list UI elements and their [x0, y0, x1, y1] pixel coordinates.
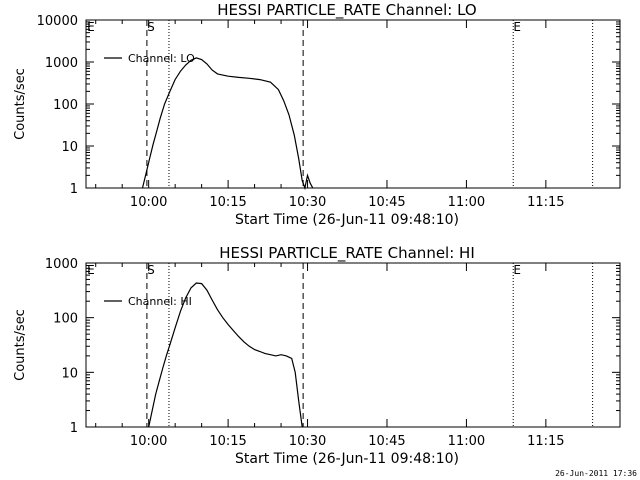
event-marker-label: S — [147, 20, 155, 34]
y-axis-label: Counts/sec — [13, 68, 28, 140]
y-tick-label: 1 — [70, 182, 78, 197]
chart-title: HESSI PARTICLE_RATE Channel: LO — [217, 1, 476, 20]
y-tick-label: 1000 — [45, 56, 78, 71]
y-tick-label: 10000 — [37, 14, 78, 29]
event-marker-label: E — [87, 20, 95, 34]
x-tick-label: 11:00 — [448, 434, 485, 449]
series-line — [141, 57, 314, 191]
x-tick-label: 10:30 — [289, 195, 326, 210]
event-marker-label: E — [513, 263, 521, 277]
x-tick-label: 10:00 — [130, 195, 167, 210]
y-tick-label: 10 — [61, 366, 78, 381]
y-tick-label: 1 — [70, 421, 78, 436]
x-tick-label: 10:30 — [289, 434, 326, 449]
x-tick-label: 10:15 — [209, 195, 246, 210]
x-axis-label: Start Time (26-Jun-11 09:48:10) — [235, 212, 459, 228]
x-tick-label: 10:15 — [209, 434, 246, 449]
x-tick-label: 10:45 — [368, 434, 405, 449]
y-tick-label: 10 — [61, 140, 78, 155]
series-line — [148, 282, 303, 428]
x-tick-label: 11:15 — [527, 434, 564, 449]
plot-timestamp: 26-Jun-2011 17:36 — [555, 469, 637, 478]
y-tick-label: 100 — [53, 312, 78, 327]
chart-panel-1: HESSI PARTICLE_RATE Channel: LO Start Tim… — [13, 1, 621, 228]
y-tick-label: 100 — [53, 98, 78, 113]
chart-title: HESSI PARTICLE_RATE Channel: HI — [219, 244, 475, 263]
x-tick-label: 10:45 — [368, 195, 405, 210]
legend-label: Channel: LO — [128, 52, 195, 65]
event-marker-label: E — [513, 20, 521, 34]
x-tick-label: 10:00 — [130, 434, 167, 449]
event-marker-label: S — [147, 263, 155, 277]
x-axis-label: Start Time (26-Jun-11 09:48:10) — [235, 451, 459, 467]
legend-label: Channel: HI — [128, 295, 192, 308]
chart-panel-2: HESSI PARTICLE_RATE Channel: HI Start Tim… — [13, 244, 621, 467]
plot-frame — [85, 19, 621, 189]
plot-frame — [85, 262, 621, 428]
x-tick-label: 11:00 — [448, 195, 485, 210]
y-axis-label: Counts/sec — [13, 309, 28, 381]
event-marker-label: E — [87, 263, 95, 277]
x-tick-label: 11:15 — [527, 195, 564, 210]
y-tick-label: 1000 — [45, 257, 78, 272]
